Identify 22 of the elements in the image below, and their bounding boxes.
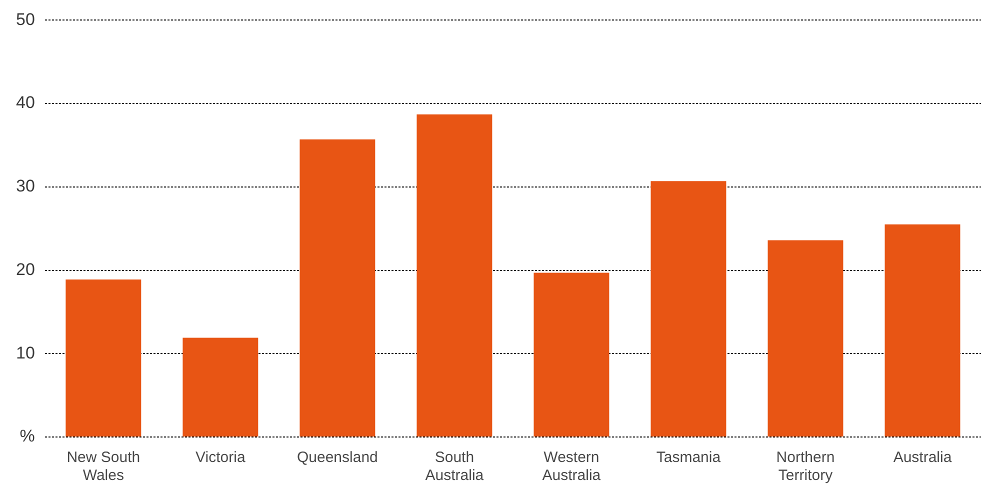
bar [416,114,492,436]
bar [300,139,376,436]
x-tick-label: Victoria [196,449,246,466]
x-tick-label: Tasmania [656,449,722,466]
x-tick-label: Australia [893,449,952,466]
y-tick-label: 40 [16,93,35,112]
y-tick-label: 20 [16,260,35,279]
bar [534,272,610,436]
bar [884,224,960,436]
x-tick-label: Queensland [296,449,378,466]
y-tick-label: % [20,426,35,446]
x-tick-label: South Australia [425,449,484,484]
bar [182,338,258,436]
y-tick-label: 30 [16,176,35,196]
y-tick-label: 10 [16,343,35,362]
bar [768,240,844,436]
y-tick-label: 50 [16,10,35,29]
x-tick-label: New South Wales [66,449,140,484]
bar [66,279,142,436]
bar [650,181,726,436]
x-tick-label: Western Australia [542,449,602,484]
x-tick-label: Northern Territory [776,449,835,484]
